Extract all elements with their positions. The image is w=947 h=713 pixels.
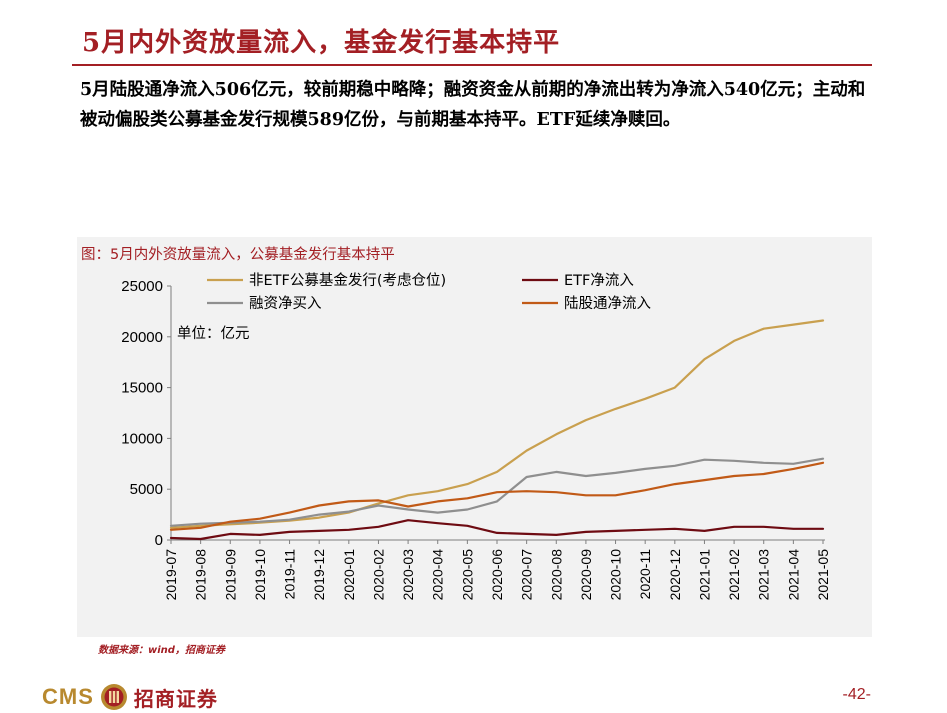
y-tick-label: 0 bbox=[155, 532, 163, 549]
line-chart: 0 5000 10000 15000 20000 25000 2019-07 2019-08 2… bbox=[121, 272, 831, 600]
x-tick-label: 2021-01 bbox=[696, 549, 712, 601]
y-tick-label: 5000 bbox=[130, 481, 163, 498]
x-tick-label: 2020-09 bbox=[578, 549, 594, 601]
chart-panel: 0 5000 10000 15000 20000 25000 2019-07 2019-08 2… bbox=[77, 237, 872, 637]
company-logo: CMS 招商证券 bbox=[42, 680, 218, 713]
legend-label: 融资净买入 bbox=[249, 295, 322, 312]
x-tick-label: 2021-03 bbox=[756, 549, 772, 601]
x-tick-label: 2020-10 bbox=[608, 549, 624, 601]
x-tick-label: 2019-08 bbox=[193, 549, 209, 601]
x-tick-label: 2020-07 bbox=[519, 549, 535, 601]
title-divider bbox=[72, 64, 872, 66]
y-tick-label: 15000 bbox=[121, 380, 163, 397]
unit-label: 单位：亿元 bbox=[177, 325, 250, 342]
x-tick-label: 2020-01 bbox=[341, 549, 357, 601]
x-tick-label: 2019-07 bbox=[163, 549, 179, 601]
legend-label: 陆股通净流入 bbox=[564, 295, 651, 312]
legend-label: 非ETF公募基金发行(考虑仓位) bbox=[249, 272, 446, 289]
x-tick-label: 2019-10 bbox=[252, 549, 268, 601]
logo-cn-text: 招商证券 bbox=[133, 686, 218, 711]
series-line-3 bbox=[169, 457, 825, 527]
summary-text: 5月陆股通净流入506亿元，较前期稳中略降；融资资金从前期的净流出转为净流入54… bbox=[80, 80, 866, 130]
series-line-1 bbox=[169, 319, 825, 529]
logo-cms-text: CMS bbox=[42, 684, 94, 709]
x-tick-label: 2020-03 bbox=[400, 549, 416, 601]
x-tick-label: 2021-04 bbox=[785, 549, 801, 601]
data-source: 数据来源：wind，招商证券 bbox=[98, 645, 225, 656]
y-tick-label: 25000 bbox=[121, 278, 163, 295]
x-tick-label: 2020-02 bbox=[370, 549, 386, 601]
x-tick-label: 2019-12 bbox=[311, 549, 327, 601]
x-tick-label: 2021-05 bbox=[815, 549, 831, 601]
x-tick-label: 2020-04 bbox=[430, 549, 446, 601]
y-tick-label: 20000 bbox=[121, 329, 163, 346]
series-line-2 bbox=[169, 519, 825, 541]
x-tick-label: 2021-02 bbox=[726, 549, 742, 601]
series-line-4 bbox=[169, 461, 825, 531]
x-tick-label: 2020-08 bbox=[548, 549, 564, 601]
slide-title: 5月内外资放量流入，基金发行基本持平 bbox=[82, 28, 561, 58]
legend-label: ETF净流入 bbox=[564, 272, 634, 289]
logo-emblem-icon bbox=[100, 684, 127, 710]
chart-title: 图：5月内外资放量流入，公募基金发行基本持平 bbox=[81, 247, 395, 263]
axes-layer: 0 5000 10000 15000 20000 25000 2019-07 2019-08 2… bbox=[121, 278, 831, 600]
x-tick-label: 2020-06 bbox=[489, 549, 505, 601]
series-layer bbox=[169, 319, 825, 541]
x-tick-label: 2020-12 bbox=[667, 549, 683, 601]
x-tick-label: 2019-11 bbox=[282, 549, 298, 600]
x-tick-label: 2020-05 bbox=[459, 549, 475, 601]
x-tick-label: 2020-11 bbox=[637, 549, 653, 600]
page-number: -42- bbox=[842, 686, 871, 703]
x-tick-label: 2019-09 bbox=[222, 549, 238, 601]
y-tick-label: 10000 bbox=[121, 430, 163, 447]
